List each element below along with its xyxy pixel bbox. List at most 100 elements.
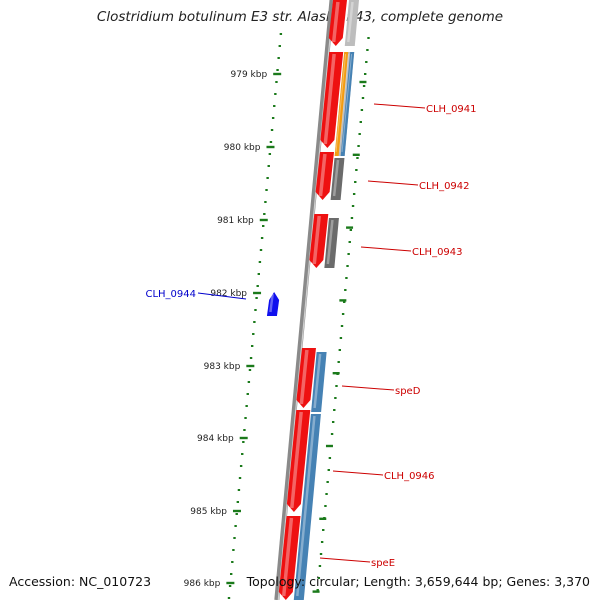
- minor-tick: [271, 117, 275, 119]
- minor-tick: [276, 69, 279, 71]
- feature-bar-gray-2: [324, 218, 339, 268]
- major-tick: [226, 581, 235, 585]
- minor-tick: [278, 45, 281, 47]
- minor-tick: [256, 285, 259, 287]
- gene-arrow-clh0946-shine: [290, 411, 303, 509]
- gene-arrow-spee-shine: [299, 349, 309, 405]
- minor-tick: [365, 61, 368, 63]
- minor-tick: [279, 33, 283, 35]
- backbone-line: [274, 0, 335, 600]
- minor-tick: [233, 537, 236, 539]
- minor-tick: [334, 397, 337, 399]
- gene-label: CLH_0944: [145, 289, 196, 300]
- ruler-label: 983 kbp: [204, 362, 241, 372]
- minor-tick: [246, 393, 249, 395]
- feature-bar-gray-2-shine: [326, 219, 334, 265]
- feature-bar-orange-shine: [335, 53, 347, 153]
- major-tick: [273, 72, 282, 76]
- gene-label: CLH_0942: [419, 181, 470, 192]
- minor-tick: [254, 309, 257, 311]
- gene-arrow-spee-2: [278, 516, 301, 600]
- minor-tick: [267, 165, 270, 167]
- gene-label: CLH_0943: [412, 247, 463, 258]
- minor-tick: [247, 381, 251, 383]
- minor-tick: [228, 585, 232, 587]
- ruler-label: 984 kbp: [197, 434, 234, 444]
- minor-tick: [274, 93, 277, 95]
- label-leader: [319, 557, 371, 563]
- minor-tick: [335, 385, 338, 387]
- label-leader: [373, 103, 426, 109]
- gene-arrow-clh0941-shine: [323, 53, 336, 145]
- minor-tick: [362, 85, 366, 87]
- minor-tick: [351, 205, 355, 207]
- major-tick: [232, 509, 241, 513]
- feature-bar-gray-top-shine: [347, 1, 354, 43]
- minor-tick: [340, 325, 344, 327]
- ruler-label: 985 kbp: [190, 507, 227, 517]
- minor-tick: [257, 273, 260, 275]
- minor-tick: [243, 429, 246, 431]
- feature-bar-gray-1-shine: [332, 159, 340, 197]
- minor-tick: [322, 529, 325, 531]
- minor-tick: [231, 561, 234, 563]
- minor-tick: [355, 169, 358, 171]
- minor-tick: [349, 229, 353, 231]
- gene-arrow-spee-2-shine: [281, 517, 294, 597]
- minor-tick: [343, 301, 346, 303]
- gene-label: speE: [371, 558, 395, 569]
- major-tick: [319, 517, 327, 520]
- gene-arrow-clh0943-shine: [312, 215, 321, 265]
- gene-arrow-clh0940-shine: [331, 1, 340, 43]
- major-tick: [332, 372, 340, 375]
- gene-arrow-clh0943: [309, 214, 329, 268]
- minor-tick: [345, 277, 348, 279]
- gene-arrow-clh0941: [320, 52, 344, 148]
- feature-bar-gray-top: [344, 0, 359, 46]
- minor-tick: [239, 465, 243, 467]
- minor-tick: [248, 369, 252, 371]
- minor-tick: [344, 289, 347, 291]
- minor-tick: [242, 441, 245, 443]
- minor-tick: [252, 333, 255, 335]
- minor-tick: [352, 193, 356, 195]
- feature-bar-blue-1: [340, 52, 355, 156]
- minor-tick: [232, 549, 235, 551]
- minor-tick: [229, 573, 233, 575]
- ruler-label: 980 kbp: [224, 143, 261, 153]
- ruler-label: 982 kbp: [210, 289, 247, 299]
- minor-tick: [324, 505, 327, 507]
- gene-arrow-clh0942-shine: [318, 153, 327, 197]
- minor-tick: [260, 237, 264, 239]
- label-leader: [332, 470, 384, 476]
- major-tick: [253, 291, 262, 295]
- minor-tick: [238, 477, 242, 479]
- minor-tick: [241, 453, 244, 455]
- minor-tick: [361, 97, 365, 99]
- minor-tick: [360, 109, 364, 111]
- minor-tick: [245, 405, 248, 407]
- gene-arrow-clh0946: [286, 410, 311, 512]
- feature-bar-blue-3-shine: [296, 415, 316, 597]
- minor-tick: [358, 133, 361, 135]
- major-tick: [359, 80, 367, 84]
- major-tick: [259, 218, 268, 222]
- minor-tick: [319, 553, 323, 555]
- feature-bar-blue-1-shine: [341, 53, 353, 153]
- gene-arrow-clh0940: [328, 0, 347, 46]
- minor-tick: [266, 177, 269, 179]
- gene-label: speD: [395, 386, 421, 397]
- map-title: Clostridium botulinum E3 str. Alaska E43…: [96, 9, 504, 25]
- major-tick: [312, 590, 320, 593]
- minor-tick: [263, 213, 266, 215]
- minor-tick: [270, 129, 274, 131]
- minor-tick: [367, 37, 370, 39]
- minor-tick: [269, 141, 273, 143]
- minor-tick: [357, 145, 360, 147]
- minor-tick: [346, 265, 349, 267]
- minor-tick: [350, 217, 354, 219]
- minor-tick: [341, 313, 345, 315]
- minor-tick: [234, 525, 237, 527]
- minor-tick: [330, 433, 334, 435]
- minor-tick: [249, 357, 253, 359]
